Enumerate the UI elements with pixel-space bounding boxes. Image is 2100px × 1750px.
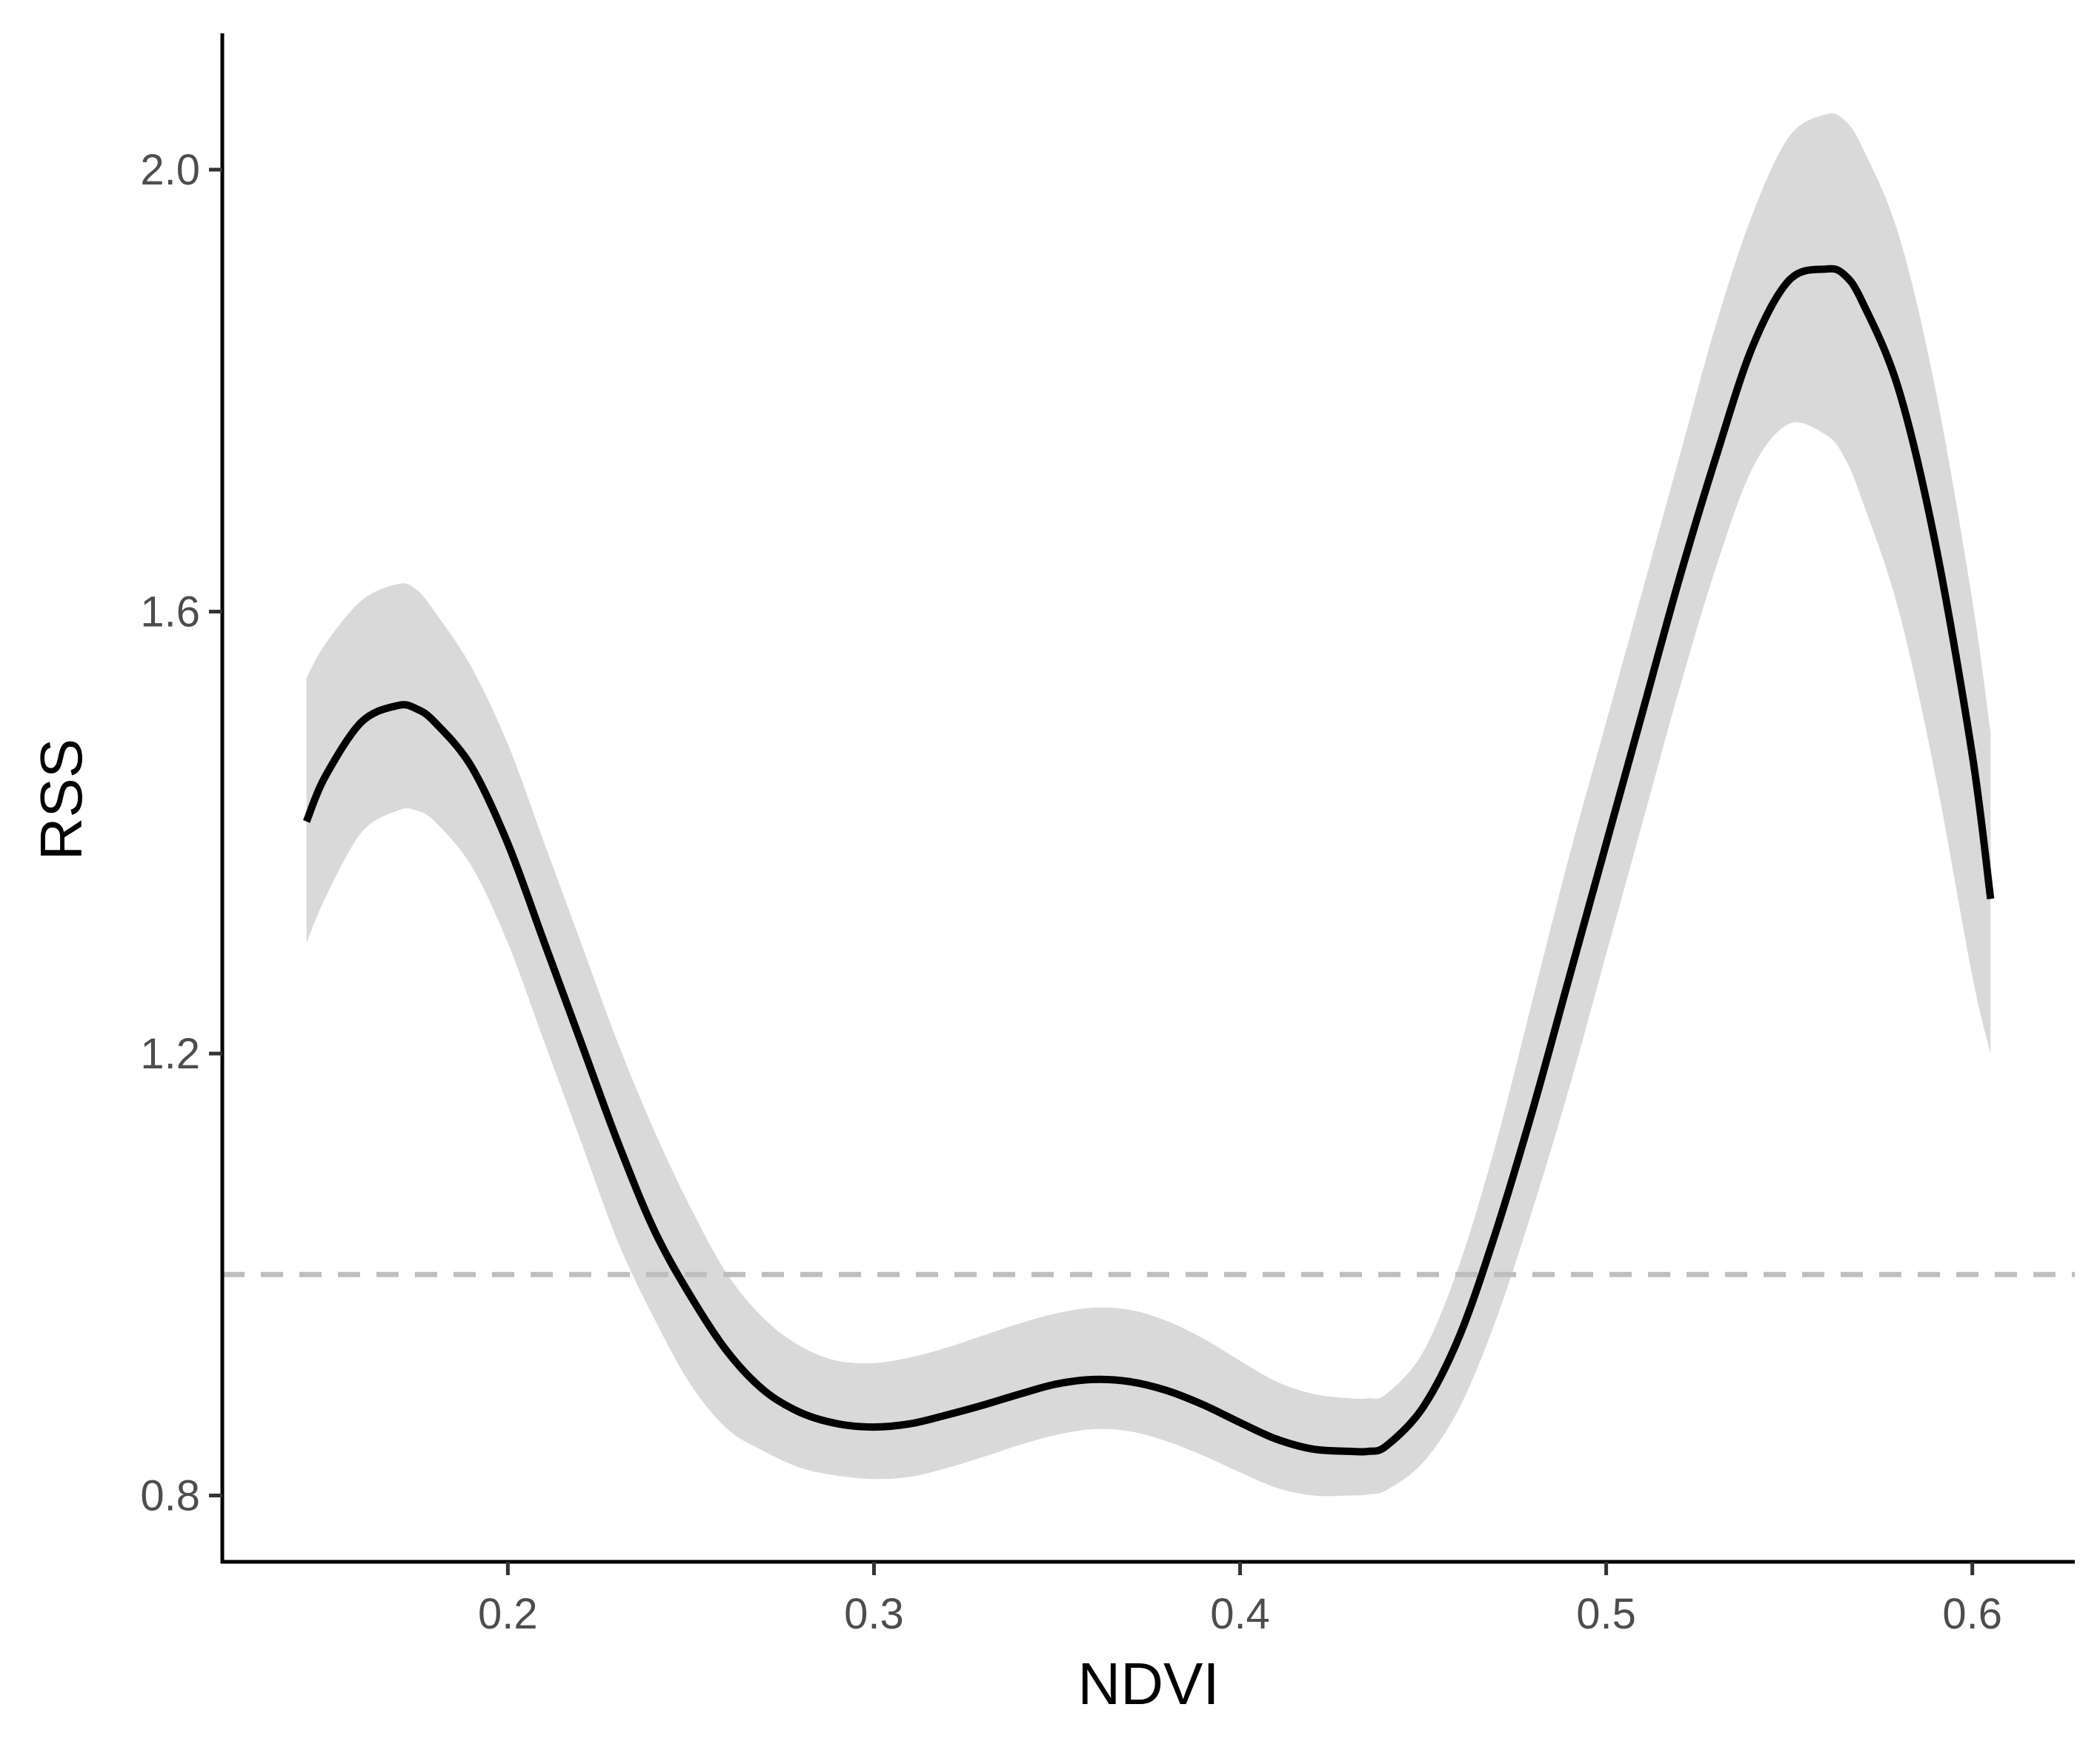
x-tick-label: 0.5 bbox=[1576, 1590, 1636, 1638]
series-line bbox=[302, 265, 1995, 1456]
y-tick-label: 0.8 bbox=[140, 1472, 200, 1520]
plot-area bbox=[222, 113, 2075, 1497]
x-axis-title: NDVI bbox=[1077, 1651, 1219, 1717]
x-tick-label: 0.3 bbox=[844, 1590, 904, 1638]
x-tick-label: 0.4 bbox=[1210, 1590, 1270, 1638]
x-axis-ticks: 0.2 0.3 0.4 0.5 0.6 bbox=[478, 1562, 2002, 1638]
y-tick-label: 1.2 bbox=[140, 1030, 200, 1078]
y-tick-label: 1.6 bbox=[140, 588, 200, 636]
y-axis-title: RSS bbox=[28, 739, 94, 861]
y-tick-label: 2.0 bbox=[140, 146, 200, 194]
x-tick-label: 0.2 bbox=[478, 1590, 538, 1638]
y-axis-ticks: 0.8 1.2 1.6 2.0 bbox=[140, 146, 222, 1520]
x-tick-label: 0.6 bbox=[1942, 1590, 2002, 1638]
confidence-ribbon bbox=[306, 113, 1991, 1497]
